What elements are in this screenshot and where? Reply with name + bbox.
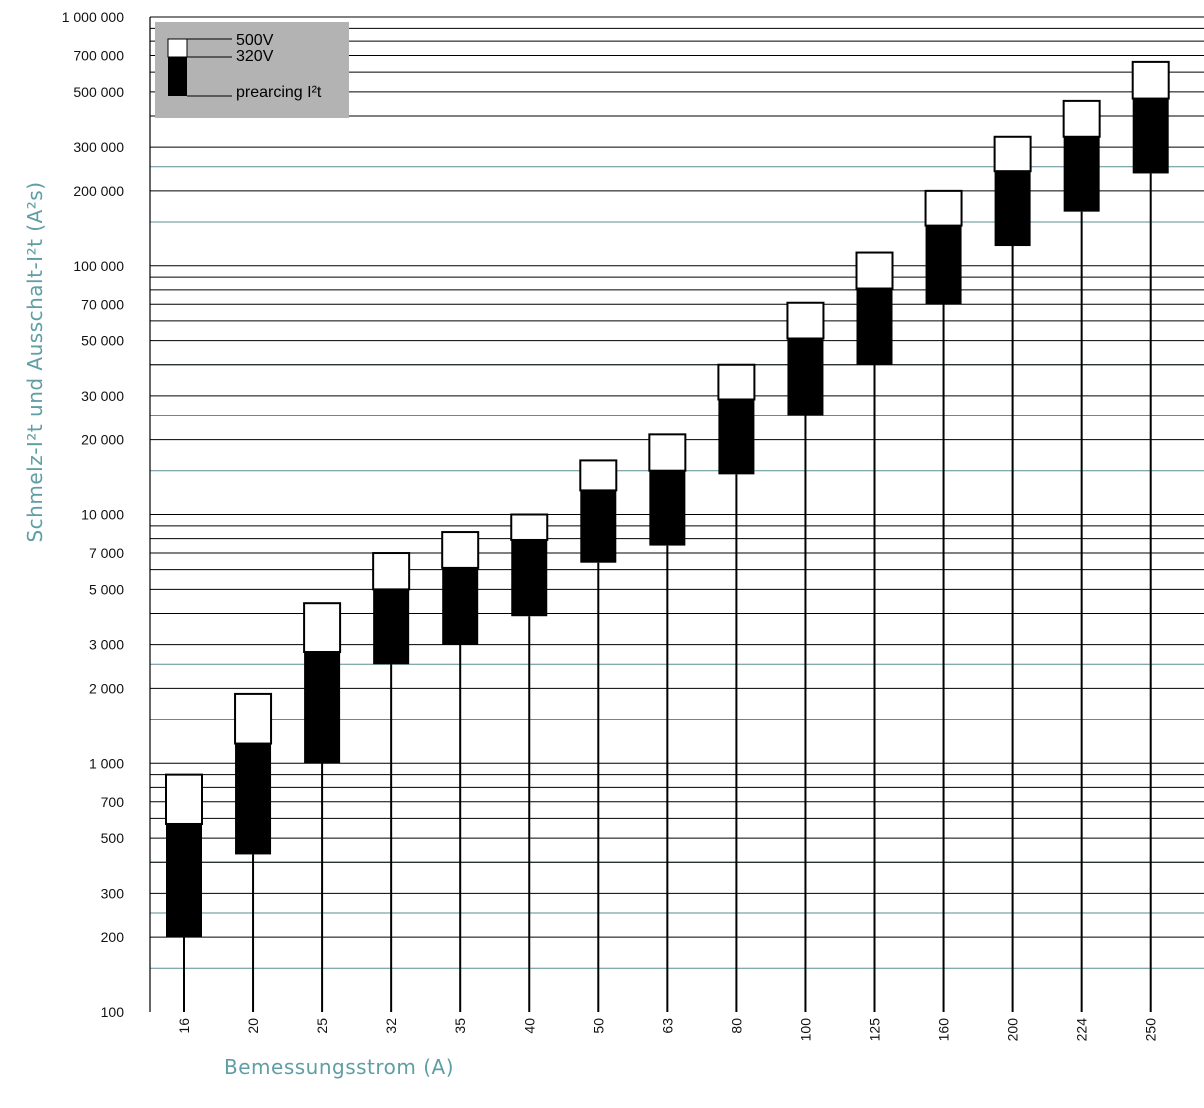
x-tick-label: 125 [867, 1018, 883, 1042]
y-tick-label: 700 000 [73, 48, 124, 64]
x-axis-ticks: 16 20 25 32 35 40 50 63 80 100 125 160 200 224 250 [176, 1018, 1159, 1042]
y-axis-label: Schmelz-I²t und Ausschalt-I²t (A²s) [23, 181, 47, 542]
x-tick-label: 16 [176, 1018, 192, 1034]
bar-prearcing-320v [580, 490, 617, 563]
x-tick-label: 250 [1143, 1018, 1159, 1042]
y-tick-label: 700 [101, 794, 125, 810]
y-tick-label: 200 [101, 929, 125, 945]
bar-prearcing-320v [166, 823, 202, 938]
bar-prearcing-320v [856, 288, 893, 365]
bar-prearcing-320v [787, 338, 824, 416]
legend-swatch-320v [168, 57, 187, 96]
bar-500v [579, 459, 618, 492]
x-axis-label: Bemessungsstrom (A) [224, 1055, 454, 1079]
y-tick-label: 100 [101, 1004, 125, 1020]
bar-500v [1131, 60, 1170, 100]
x-tick-label: 160 [936, 1018, 952, 1042]
bar-500v [303, 602, 342, 654]
x-tick-label: 20 [245, 1018, 261, 1034]
x-tick-label: 40 [521, 1018, 537, 1034]
bar-prearcing-320v [649, 470, 686, 546]
legend-swatch-500v [167, 38, 188, 58]
y-tick-label: 1 000 [89, 755, 124, 771]
x-tick-label: 80 [728, 1018, 744, 1034]
bar-prearcing-320v [511, 539, 548, 617]
y-tick-label: 70 000 [81, 296, 124, 312]
bar-prearcing-320v [1132, 98, 1169, 174]
legend-label-500v: 500V [236, 32, 274, 49]
y-tick-label: 7 000 [89, 545, 124, 561]
y-tick-label: 50 000 [81, 333, 124, 349]
y-tick-label: 30 000 [81, 388, 124, 404]
bar-500v [717, 363, 756, 401]
y-tick-label: 300 [101, 885, 125, 901]
y-tick-label: 500 000 [73, 84, 124, 100]
y-tick-label: 10 000 [81, 507, 124, 523]
bar-500v [648, 433, 687, 472]
y-tick-label: 200 000 [73, 183, 124, 199]
x-tick-label: 100 [797, 1018, 813, 1042]
y-tick-label: 500 [101, 830, 125, 846]
x-tick-label: 50 [590, 1018, 606, 1034]
legend-label-prearcing: prearcing I²t [236, 84, 322, 101]
bar-500v [1062, 99, 1101, 138]
y-tick-label: 300 000 [73, 139, 124, 155]
legend: 500V 320V prearcing I²t [155, 22, 349, 118]
legend-box [155, 22, 349, 118]
y-tick-label: 100 000 [73, 258, 124, 274]
bar-prearcing-320v [304, 652, 341, 764]
bar-prearcing-320v [1063, 136, 1100, 212]
x-tick-label: 224 [1074, 1018, 1090, 1042]
bar-prearcing-320v [718, 399, 755, 475]
bar-500v [165, 773, 203, 825]
bar-500v [855, 251, 894, 290]
y-tick-label: 5 000 [89, 581, 124, 597]
bar-prearcing-320v [373, 589, 410, 665]
y-axis-ticks: 100 200 300 500 700 1 000 2 000 3 000 5 000 7 000… [62, 9, 125, 1020]
bar-500v [372, 552, 411, 591]
y-tick-label: 3 000 [89, 637, 124, 653]
bars [165, 60, 1170, 1012]
y-tick-label: 20 000 [81, 432, 124, 448]
bar-prearcing-320v [235, 743, 272, 855]
bar-500v [234, 692, 273, 745]
x-tick-label: 200 [1005, 1018, 1021, 1042]
x-tick-label: 35 [452, 1018, 468, 1034]
legend-label-320v: 320V [236, 48, 274, 65]
x-tick-label: 32 [383, 1018, 399, 1034]
bar-prearcing-320v [994, 171, 1031, 247]
bar-500v [786, 301, 825, 340]
bar-500v [441, 531, 480, 569]
bar-prearcing-320v [442, 567, 479, 645]
bar-500v [993, 135, 1032, 173]
x-tick-label: 63 [659, 1018, 675, 1034]
y-tick-label: 2 000 [89, 680, 124, 696]
bar-500v [510, 513, 549, 541]
x-tick-label: 25 [314, 1018, 330, 1034]
bar-prearcing-320v [925, 225, 962, 305]
y-tick-label: 1 000 000 [62, 9, 124, 25]
bar-500v [924, 189, 963, 227]
